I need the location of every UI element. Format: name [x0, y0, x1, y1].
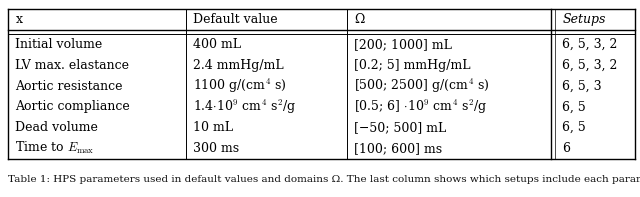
Text: Initial volume: Initial volume: [15, 38, 102, 51]
Text: [0.5; 6] $\cdot$10$^9$ cm$^4$ s$^2$/g: [0.5; 6] $\cdot$10$^9$ cm$^4$ s$^2$/g: [355, 98, 488, 116]
Text: Dead volume: Dead volume: [15, 121, 98, 134]
Text: Aortic compliance: Aortic compliance: [15, 100, 130, 113]
Text: [500; 2500] g/(cm$^4$ s): [500; 2500] g/(cm$^4$ s): [355, 77, 490, 95]
Text: 6: 6: [563, 142, 570, 155]
Text: [100; 600] ms: [100; 600] ms: [355, 142, 442, 155]
Text: 1.4$\cdot$10$^9$ cm$^4$ s$^2$/g: 1.4$\cdot$10$^9$ cm$^4$ s$^2$/g: [193, 98, 296, 116]
Text: [−50; 500] mL: [−50; 500] mL: [355, 121, 447, 134]
Text: x: x: [15, 13, 22, 26]
Text: Default value: Default value: [193, 13, 277, 26]
Text: [200; 1000] mL: [200; 1000] mL: [355, 38, 452, 51]
Text: 1100 g/(cm$^4$ s): 1100 g/(cm$^4$ s): [193, 77, 287, 95]
Text: Time to $E_{\mathrm{max}}$: Time to $E_{\mathrm{max}}$: [15, 140, 95, 156]
Text: 6, 5, 3, 2: 6, 5, 3, 2: [563, 59, 618, 72]
Text: Ω: Ω: [355, 13, 365, 26]
Text: 10 mL: 10 mL: [193, 121, 233, 134]
Text: Aortic resistance: Aortic resistance: [15, 80, 123, 93]
Text: 6, 5: 6, 5: [563, 121, 586, 134]
Text: 400 mL: 400 mL: [193, 38, 241, 51]
Text: 6, 5, 3, 2: 6, 5, 3, 2: [563, 38, 618, 51]
Text: 6, 5, 3: 6, 5, 3: [563, 80, 602, 93]
Text: [0.2; 5] mmHg/mL: [0.2; 5] mmHg/mL: [355, 59, 471, 72]
Text: Setups: Setups: [563, 13, 606, 26]
Text: 300 ms: 300 ms: [193, 142, 239, 155]
Text: 6, 5: 6, 5: [563, 100, 586, 113]
Text: LV max. elastance: LV max. elastance: [15, 59, 129, 72]
Text: Table 1: HPS parameters used in default values and domains Ω. The last column sh: Table 1: HPS parameters used in default …: [8, 175, 640, 184]
Text: 2.4 mmHg/mL: 2.4 mmHg/mL: [193, 59, 284, 72]
